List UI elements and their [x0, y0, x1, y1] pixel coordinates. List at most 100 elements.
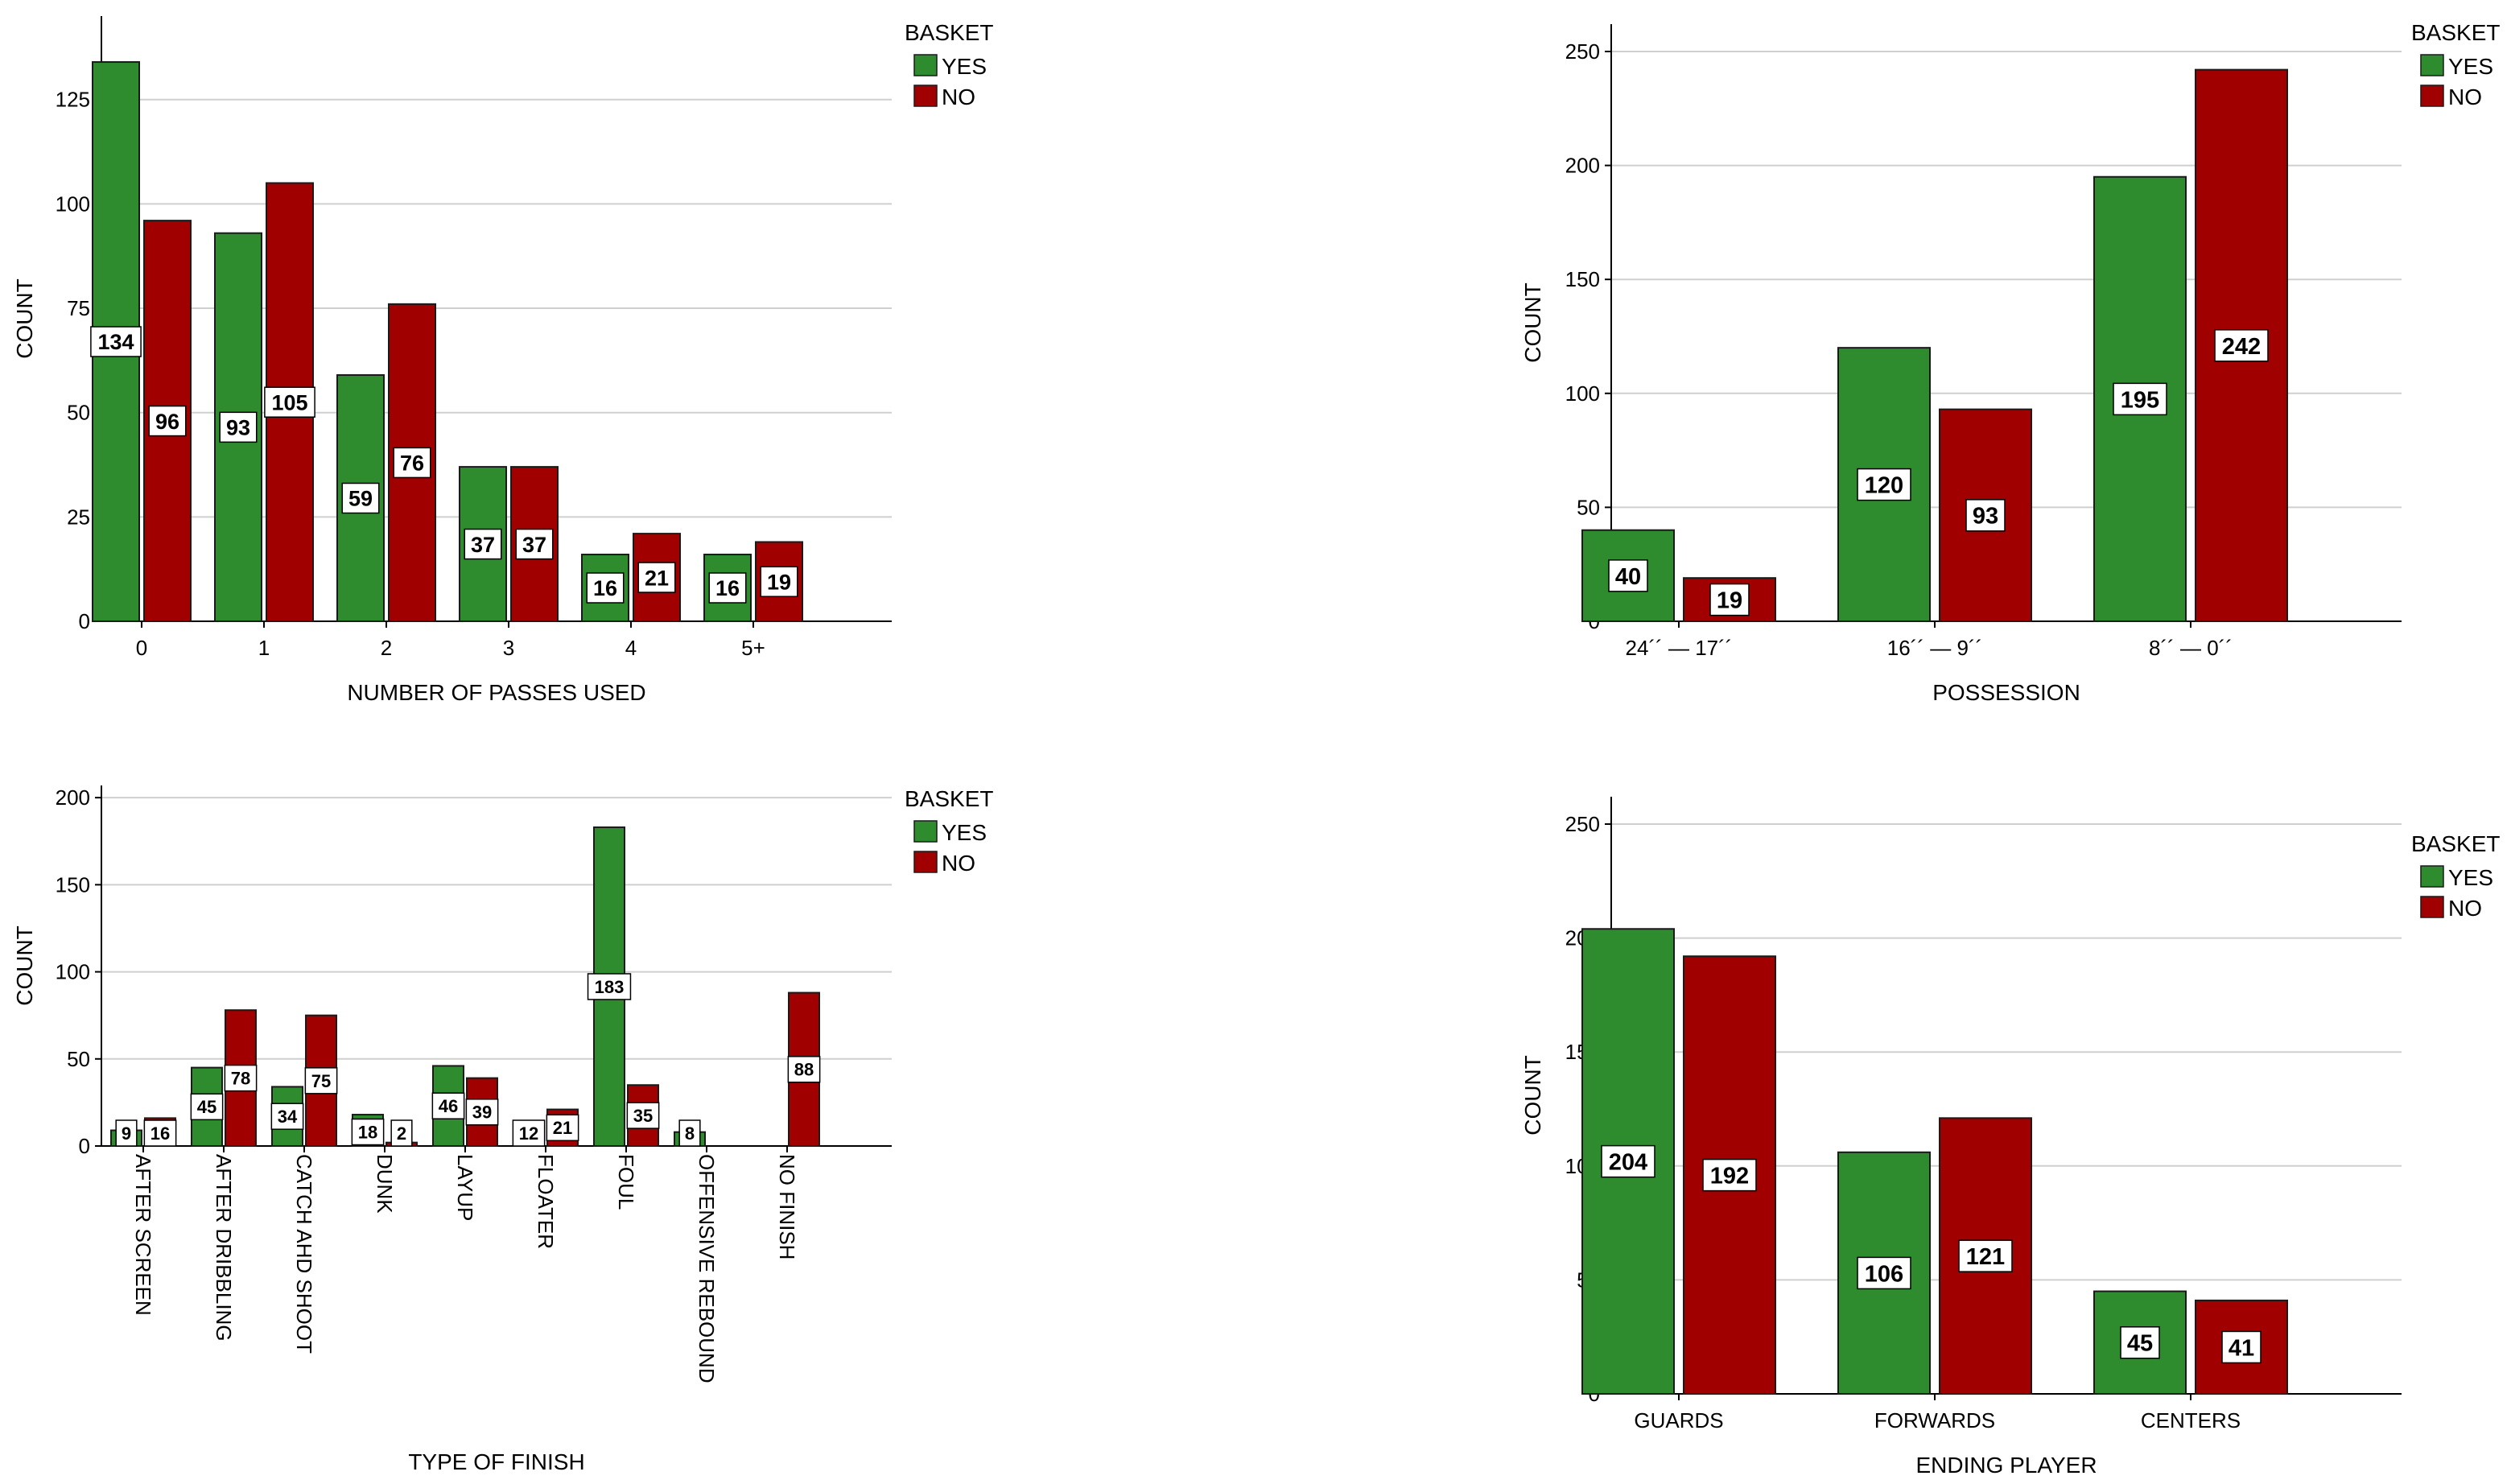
chart-4: 050100150200250GUARDS204192FORWARDS10612…	[1520, 797, 2500, 1478]
data-label-box	[351, 1118, 385, 1146]
x-tick-label: CATCH AHD SHOOT	[292, 1154, 316, 1354]
data-label-box	[264, 386, 315, 418]
data-label: 21	[553, 1118, 572, 1138]
y-tick-label: 250	[1565, 39, 1600, 64]
data-label: 37	[471, 533, 495, 557]
data-label-box	[1601, 1144, 1655, 1178]
data-label: 75	[311, 1071, 331, 1091]
legend-title: BASKET	[905, 786, 993, 811]
x-tick-label: CENTERS	[2141, 1408, 2241, 1432]
y-tick-label: 200	[1565, 154, 1600, 178]
data-label-box	[1709, 583, 1750, 616]
y-tick-label: 100	[56, 192, 90, 216]
data-label: 18	[358, 1122, 377, 1142]
legend-swatch-no	[913, 851, 938, 873]
y-tick-label: 100	[56, 960, 90, 984]
data-label-box	[304, 1067, 338, 1094]
data-label: 37	[522, 533, 546, 557]
y-axis-title: COUNT	[1520, 282, 1545, 363]
data-label-box	[626, 1102, 660, 1129]
data-label: 93	[226, 416, 250, 440]
y-tick-label: 50	[1577, 495, 1600, 519]
chart-1: 0 25 50 75 100 125 0 134 96 1 93 105 2 59 76 3 37 37 4 16 21…	[12, 16, 993, 705]
data-label-box	[1702, 1158, 1757, 1192]
legend-swatch-no	[2420, 896, 2444, 918]
data-label-box	[2120, 1326, 2160, 1359]
y-tick-label: 100	[1565, 381, 1600, 406]
data-label: 19	[767, 570, 791, 594]
data-label-box	[587, 973, 632, 1000]
legend: BASKET YES NO	[905, 20, 993, 109]
data-label-box	[464, 528, 502, 560]
data-label-box	[1857, 468, 1911, 501]
data-label: 19	[1717, 588, 1742, 614]
y-tick-label: 50	[67, 401, 90, 425]
data-label-box	[1857, 1256, 1911, 1290]
data-label-box	[546, 1114, 579, 1142]
y-tick-label: 0	[79, 1134, 90, 1158]
legend-label-yes: YES	[942, 54, 987, 79]
data-label: 8	[685, 1123, 695, 1144]
data-label-box	[190, 1093, 224, 1121]
data-label-box	[2214, 329, 2269, 362]
data-label: 204	[1609, 1150, 1647, 1176]
x-tick-label: AFTER SCREEN	[131, 1154, 155, 1316]
data-label: 134	[97, 330, 134, 354]
legend-swatch-no	[913, 85, 938, 107]
data-label: 46	[439, 1096, 458, 1116]
data-label-box	[465, 1099, 499, 1126]
data-label: 121	[1966, 1244, 2005, 1270]
x-axis-title: NUMBER OF PASSES USED	[347, 680, 645, 705]
data-label: 45	[197, 1097, 216, 1117]
x-tick-label: AFTER DRIBBLING	[212, 1154, 236, 1342]
x-axis-title: ENDING PLAYER	[1915, 1453, 2097, 1478]
legend: BASKET YES NO	[905, 786, 993, 876]
y-tick-label: 50	[67, 1047, 90, 1071]
data-label: 192	[1710, 1164, 1749, 1189]
legend-title: BASKET	[2411, 831, 2500, 856]
data-label-box	[515, 528, 554, 560]
y-tick-label: 25	[67, 505, 90, 529]
x-tick-label: 5+	[741, 636, 765, 660]
legend-label-no: NO	[2448, 896, 2482, 921]
legend: BASKET YES NO	[2411, 831, 2500, 921]
data-label: 39	[472, 1103, 492, 1123]
x-tick-label: 2	[381, 636, 392, 660]
data-label-box	[586, 572, 625, 604]
data-label: 120	[1865, 473, 1903, 499]
data-label: 41	[2229, 1335, 2254, 1361]
data-label: 93	[1973, 504, 1998, 530]
x-tick-label: FOUL	[614, 1154, 638, 1210]
legend-label-no: NO	[942, 85, 975, 109]
x-axis-title: POSSESSION	[1932, 680, 2080, 705]
data-label: 195	[2121, 387, 2159, 413]
data-label: 34	[278, 1107, 298, 1127]
x-axis-title: TYPE OF FINISH	[408, 1449, 584, 1474]
y-tick-label: 200	[56, 785, 90, 810]
legend-label-yes: YES	[2448, 54, 2493, 79]
x-tick-label: GUARDS	[1634, 1408, 1723, 1432]
data-label: 96	[155, 410, 179, 434]
data-label-box	[390, 1119, 413, 1147]
data-label: 16	[715, 576, 740, 600]
legend-title: BASKET	[2411, 20, 2500, 45]
data-label: 40	[1615, 564, 1641, 590]
x-tick-label: 3	[503, 636, 514, 660]
x-tick-label: 0	[136, 636, 147, 660]
data-label: 183	[595, 977, 625, 997]
x-tick-label: 4	[625, 636, 637, 660]
data-label-box	[678, 1119, 701, 1147]
data-label-box	[115, 1119, 138, 1147]
y-axis-title: COUNT	[12, 925, 37, 1006]
data-label: 16	[150, 1123, 170, 1144]
data-label: 45	[2127, 1331, 2153, 1357]
data-label-box	[90, 326, 142, 357]
data-label: 105	[271, 390, 307, 414]
legend-label-no: NO	[2448, 85, 2482, 109]
data-label-box	[270, 1103, 304, 1130]
data-label: 2	[397, 1123, 406, 1144]
data-label-box	[1608, 559, 1648, 592]
